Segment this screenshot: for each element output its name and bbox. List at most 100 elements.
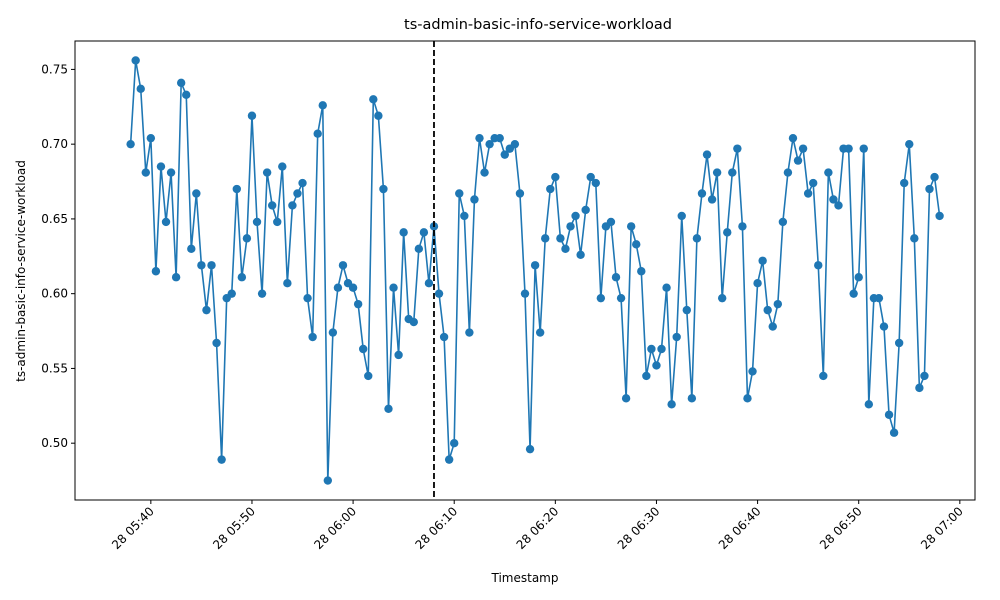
data-point: [242, 234, 252, 243]
data-point: [126, 139, 135, 149]
y-axis-label: ts-admin-basic-info-service-workload: [14, 160, 28, 382]
data-point: [768, 322, 777, 331]
data-point: [546, 184, 555, 194]
data-point: [763, 305, 772, 315]
data-point: [414, 244, 424, 254]
data-point: [212, 338, 221, 348]
data-point: [773, 299, 783, 309]
data-point: [611, 273, 621, 282]
data-point: [738, 222, 747, 231]
plot-background: [75, 41, 975, 500]
data-point: [662, 283, 671, 292]
data-point: [606, 217, 616, 227]
data-point: [889, 428, 899, 437]
data-point: [894, 338, 904, 348]
data-point: [712, 168, 722, 177]
data-point: [475, 133, 484, 143]
data-point: [798, 144, 808, 153]
data-point: [905, 139, 914, 149]
data-point: [793, 156, 803, 165]
data-point: [182, 90, 191, 100]
y-tick-label: 0.70: [41, 137, 68, 151]
data-point: [424, 279, 434, 288]
y-tick-label: 0.55: [41, 361, 68, 375]
data-point: [723, 228, 732, 237]
data-point: [450, 438, 459, 448]
data-point: [470, 195, 479, 204]
y-tick-label: 0.75: [41, 62, 68, 76]
data-point: [283, 279, 292, 288]
data-point: [465, 328, 474, 337]
data-point: [278, 162, 287, 171]
data-point: [566, 222, 575, 231]
data-point: [510, 139, 520, 149]
x-axis-label: Timestamp: [491, 571, 559, 585]
data-point: [844, 144, 853, 153]
data-point: [783, 168, 793, 177]
data-point: [207, 261, 216, 270]
data-point: [146, 133, 156, 143]
data-point: [394, 350, 403, 360]
data-point: [389, 283, 398, 292]
data-point: [586, 172, 595, 182]
y-axis: 0.50 0.55 0.60 0.65 0.70 0.75: [41, 62, 75, 450]
data-point: [151, 267, 161, 276]
data-point: [687, 394, 697, 403]
data-point: [384, 404, 393, 413]
data-point: [187, 244, 196, 254]
data-point: [515, 189, 525, 198]
data-point: [171, 273, 181, 282]
data-point: [202, 305, 211, 315]
data-point: [252, 217, 262, 227]
data-point: [353, 299, 363, 309]
data-point: [697, 189, 707, 198]
data-point: [657, 344, 666, 354]
data-point: [915, 383, 924, 393]
data-point: [803, 189, 813, 198]
data-point: [667, 400, 676, 409]
chart-title: ts-admin-basic-info-service-workload: [404, 17, 672, 33]
data-point: [530, 261, 540, 270]
data-point: [834, 201, 843, 210]
data-point: [369, 95, 378, 104]
data-point: [520, 289, 530, 298]
data-point: [293, 189, 302, 198]
data-point: [217, 455, 226, 464]
data-point: [257, 289, 267, 298]
data-point: [409, 317, 418, 327]
data-point: [778, 217, 788, 227]
data-point: [556, 234, 565, 243]
data-point: [525, 444, 535, 454]
data-point: [884, 410, 894, 419]
data-point: [267, 201, 277, 210]
data-point: [616, 293, 626, 303]
data-point: [809, 178, 818, 188]
data-point: [788, 133, 798, 143]
data-point: [652, 361, 661, 370]
data-point: [197, 261, 206, 270]
data-point: [227, 289, 236, 298]
data-point: [176, 78, 186, 88]
data-point: [561, 244, 570, 254]
data-point: [535, 328, 545, 337]
data-point: [743, 394, 752, 403]
data-point: [647, 344, 656, 354]
data-point: [131, 56, 140, 65]
plot-frame: [74, 40, 976, 501]
data-point: [677, 211, 686, 221]
data-point: [288, 201, 297, 210]
data-point: [237, 273, 247, 282]
data-point: [758, 256, 767, 265]
data-point: [141, 168, 150, 177]
data-point: [900, 178, 909, 188]
data-point: [541, 234, 550, 243]
series-group: [126, 56, 944, 485]
data-point: [728, 168, 737, 177]
data-point: [637, 267, 646, 276]
data-point: [702, 150, 712, 159]
data-point: [374, 111, 383, 120]
data-point: [439, 332, 449, 342]
data-point: [621, 394, 631, 403]
data-point: [717, 293, 727, 303]
